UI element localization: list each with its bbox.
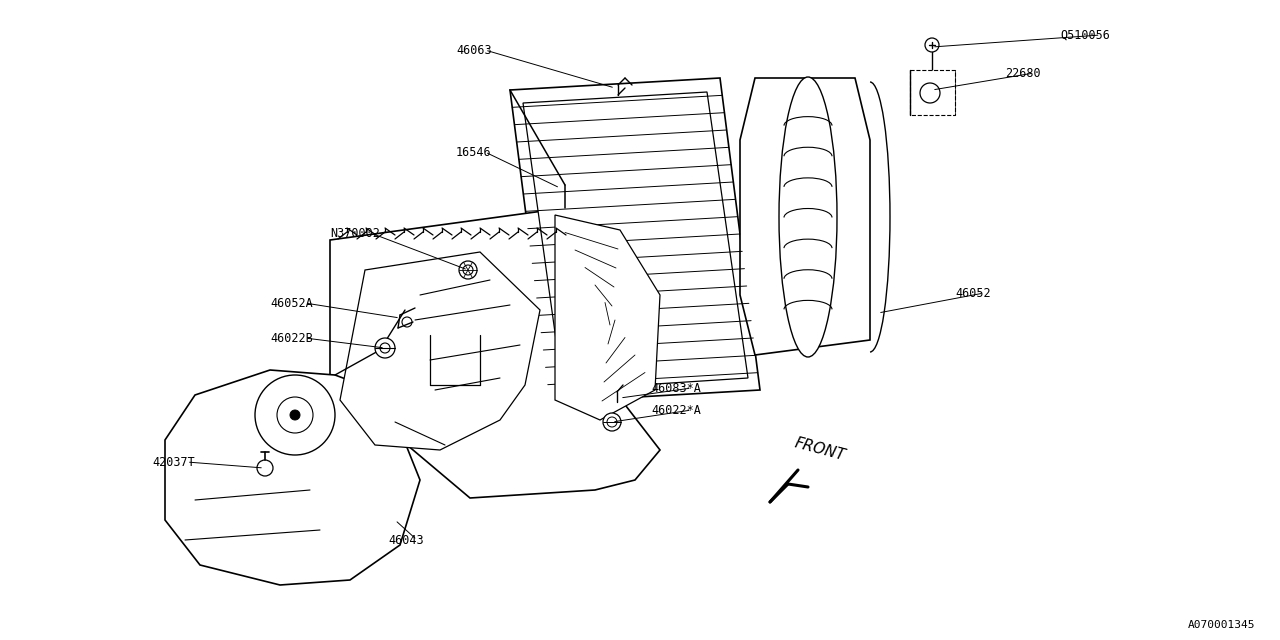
Circle shape xyxy=(375,338,396,358)
Circle shape xyxy=(463,265,474,275)
Polygon shape xyxy=(910,70,955,115)
Text: 46022B: 46022B xyxy=(270,332,312,344)
Polygon shape xyxy=(556,215,660,420)
Text: 46063: 46063 xyxy=(456,44,492,56)
Text: 42037T: 42037T xyxy=(152,456,195,468)
Polygon shape xyxy=(740,78,870,355)
Circle shape xyxy=(291,410,300,420)
Text: 46052A: 46052A xyxy=(270,296,312,310)
Circle shape xyxy=(607,417,617,427)
Circle shape xyxy=(460,261,477,279)
Text: Q510056: Q510056 xyxy=(1060,29,1110,42)
Text: 46052: 46052 xyxy=(955,287,991,300)
Text: 22680: 22680 xyxy=(1005,67,1041,79)
Circle shape xyxy=(380,343,390,353)
Polygon shape xyxy=(524,92,748,390)
Text: FRONT: FRONT xyxy=(794,435,847,463)
Text: A070001345: A070001345 xyxy=(1188,620,1254,630)
Text: 46083*A: 46083*A xyxy=(652,381,701,394)
Text: 46022*A: 46022*A xyxy=(652,403,701,417)
Circle shape xyxy=(920,83,940,103)
Text: 46043: 46043 xyxy=(388,534,424,547)
Polygon shape xyxy=(330,208,660,498)
Text: N370002: N370002 xyxy=(330,227,380,239)
Circle shape xyxy=(603,413,621,431)
Polygon shape xyxy=(340,252,540,450)
Ellipse shape xyxy=(780,77,837,357)
Polygon shape xyxy=(509,78,760,402)
Circle shape xyxy=(257,460,273,476)
Polygon shape xyxy=(165,370,420,585)
Text: 16546: 16546 xyxy=(456,145,492,159)
